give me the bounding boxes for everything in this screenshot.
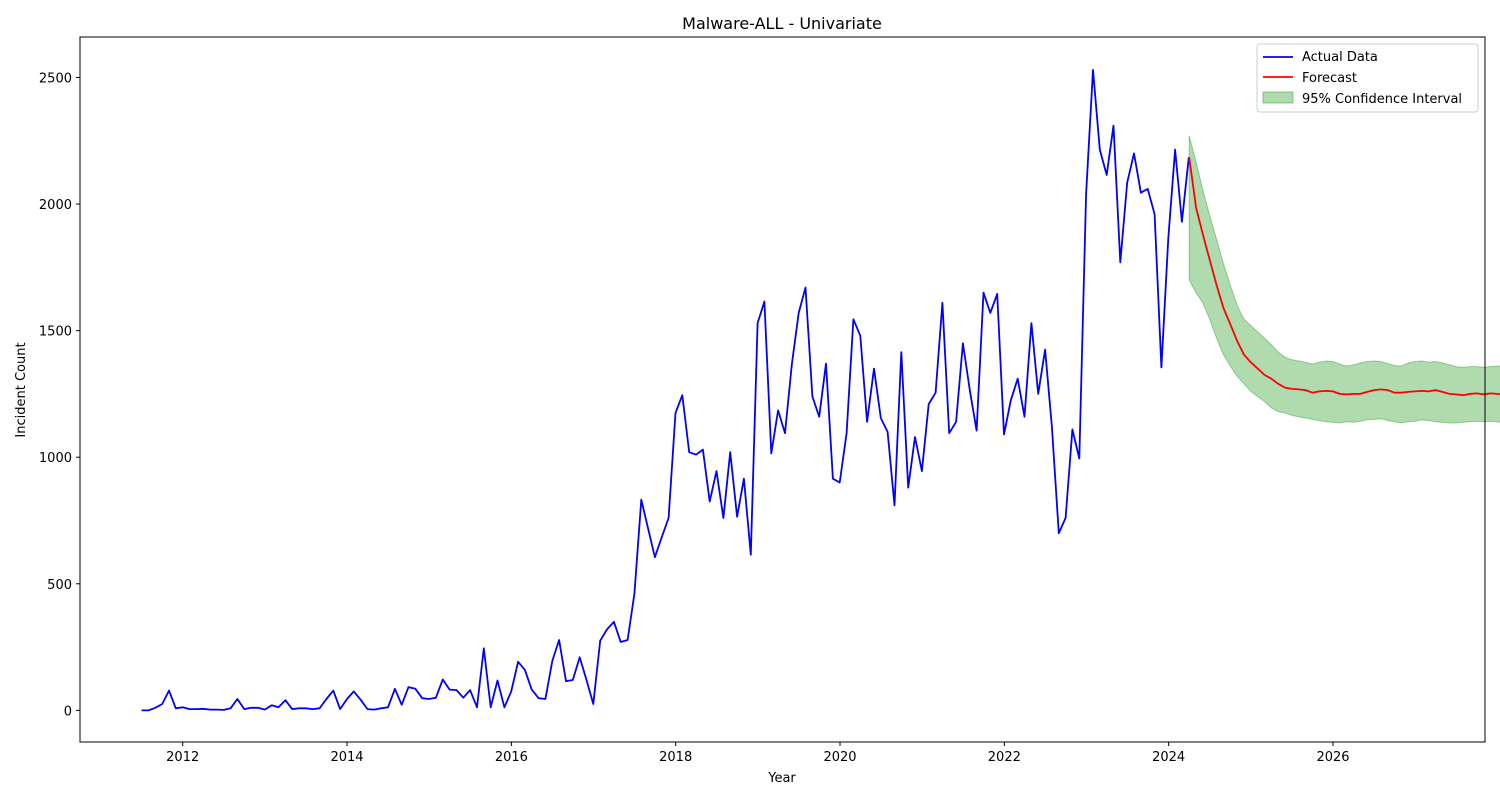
x-tick-label: 2014 (330, 750, 363, 765)
y-tick-label: 2000 (39, 198, 72, 213)
y-axis-ticks: 0 500 1000 1500 2000 2500 (39, 72, 80, 719)
y-tick-label: 1000 (39, 451, 72, 466)
chart-title: Malware-ALL - Univariate (682, 14, 882, 33)
x-tick-label: 2012 (166, 750, 199, 765)
x-tick-label: 2018 (659, 750, 692, 765)
y-tick-label: 1500 (39, 325, 72, 340)
x-tick-label: 2020 (823, 750, 856, 765)
confidence-interval-band (1188, 135, 1500, 424)
y-tick-label: 0 (64, 704, 72, 719)
y-axis-label: Incident Count (14, 342, 29, 437)
plot-frame (79, 36, 1486, 743)
y-tick-label: 500 (47, 578, 72, 593)
legend-label-ci: 95% Confidence Interval (1302, 92, 1462, 107)
series-line-forecast (1188, 157, 1500, 397)
series-lines-layer (141, 69, 1500, 712)
x-tick-label: 2026 (1316, 750, 1349, 765)
legend-box (1256, 43, 1479, 113)
x-axis-label: Year (767, 771, 796, 786)
confidence-band-layer (1188, 135, 1500, 424)
x-tick-label: 2022 (988, 750, 1021, 765)
legend-label-actual: Actual Data (1302, 50, 1378, 65)
y-tick-label: 2500 (39, 72, 72, 87)
x-tick-label: 2024 (1152, 750, 1185, 765)
x-tick-label: 2016 (495, 750, 528, 765)
x-axis-ticks: 2012 2014 2016 2018 2020 2022 2024 2026 (166, 742, 1350, 765)
series-line-actual-data (141, 69, 1190, 712)
legend-label-forecast: Forecast (1302, 71, 1357, 86)
legend-swatch-ci (1262, 91, 1294, 104)
legend: Actual Data Forecast 95% Confidence Inte… (1256, 43, 1479, 113)
